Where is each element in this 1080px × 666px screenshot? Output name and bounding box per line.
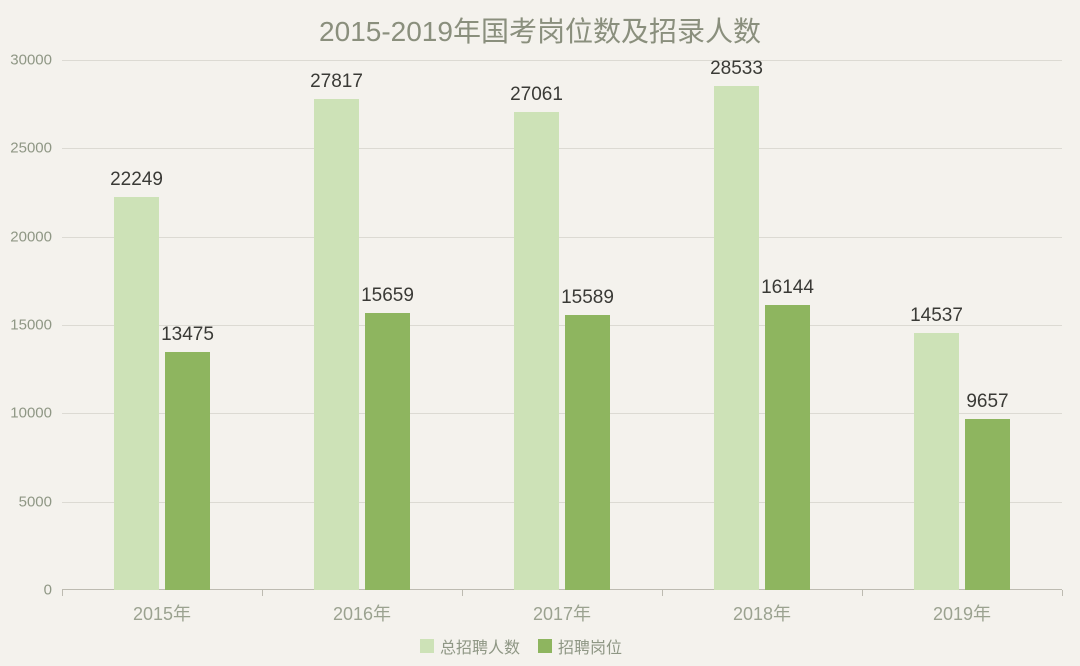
plot-area: 0500010000150002000025000300002015年22249… bbox=[62, 60, 1062, 590]
x-tick-mark bbox=[662, 590, 663, 596]
bar-value-label: 16144 bbox=[761, 277, 814, 305]
legend-label: 招聘岗位 bbox=[558, 634, 622, 658]
bar bbox=[165, 352, 210, 590]
bar bbox=[765, 305, 810, 590]
y-tick-label: 10000 bbox=[10, 405, 62, 422]
bar-value-label: 28533 bbox=[710, 58, 763, 86]
gridline bbox=[62, 413, 1062, 414]
y-tick-label: 15000 bbox=[10, 317, 62, 334]
x-tick-mark bbox=[862, 590, 863, 596]
bar-value-label: 15589 bbox=[561, 287, 614, 315]
x-tick-label: 2017年 bbox=[533, 590, 591, 626]
legend-swatch bbox=[538, 639, 552, 653]
bar-value-label: 27817 bbox=[310, 71, 363, 99]
x-tick-label: 2016年 bbox=[333, 590, 391, 626]
legend: 总招聘人数 招聘岗位 bbox=[420, 634, 622, 658]
y-tick-label: 20000 bbox=[10, 228, 62, 245]
x-tick-mark bbox=[62, 590, 63, 596]
bar bbox=[114, 197, 159, 590]
gridline bbox=[62, 237, 1062, 238]
bar bbox=[965, 419, 1010, 590]
gridline bbox=[62, 502, 1062, 503]
y-tick-label: 25000 bbox=[10, 140, 62, 157]
x-tick-mark bbox=[262, 590, 263, 596]
bar bbox=[314, 99, 359, 590]
y-tick-label: 0 bbox=[44, 582, 62, 599]
bar-value-label: 14537 bbox=[910, 305, 963, 333]
x-tick-label: 2018年 bbox=[733, 590, 791, 626]
legend-swatch bbox=[420, 639, 434, 653]
bar bbox=[914, 333, 959, 590]
legend-item: 总招聘人数 bbox=[420, 634, 520, 658]
x-tick-label: 2015年 bbox=[133, 590, 191, 626]
bar-value-label: 13475 bbox=[161, 324, 214, 352]
gridline bbox=[62, 60, 1062, 61]
chart-container: 2015-2019年国考岗位数及招录人数 0500010000150002000… bbox=[0, 0, 1080, 666]
legend-item: 招聘岗位 bbox=[538, 634, 622, 658]
x-tick-mark bbox=[462, 590, 463, 596]
legend-label: 总招聘人数 bbox=[440, 634, 520, 658]
chart-title: 2015-2019年国考岗位数及招录人数 bbox=[0, 10, 1080, 50]
x-tick-label: 2019年 bbox=[933, 590, 991, 626]
y-tick-label: 30000 bbox=[10, 52, 62, 69]
y-tick-label: 5000 bbox=[19, 493, 62, 510]
bar bbox=[565, 315, 610, 590]
x-tick-mark bbox=[1062, 590, 1063, 596]
bar-value-label: 22249 bbox=[110, 169, 163, 197]
bar-value-label: 27061 bbox=[510, 84, 563, 112]
gridline bbox=[62, 148, 1062, 149]
bar bbox=[714, 86, 759, 590]
bar bbox=[365, 313, 410, 590]
bar-value-label: 9657 bbox=[966, 391, 1008, 419]
bar bbox=[514, 112, 559, 590]
bar-value-label: 15659 bbox=[361, 285, 414, 313]
